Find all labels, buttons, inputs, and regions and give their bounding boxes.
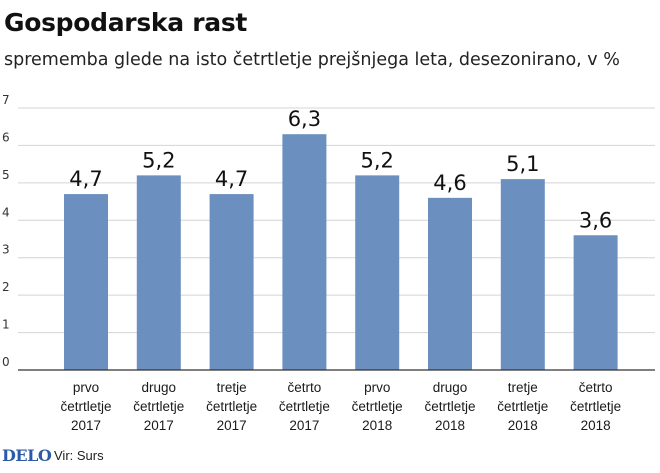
x-tick-label: 2017 [217,418,247,433]
data-label: 5,2 [142,148,175,172]
x-tick-label: prvo [73,380,99,395]
x-tick-label: 2017 [289,418,319,433]
x-tick-label: 2018 [435,418,465,433]
x-tick-label: četrtletje [60,399,111,414]
data-label: 3,6 [579,208,612,232]
x-tick-label: 2017 [144,418,174,433]
delo-logo: DELO [2,446,52,465]
x-tick-label: drugo [433,380,468,395]
data-label: 4,6 [433,171,466,195]
x-tick-label: tretje [508,380,538,395]
data-label: 4,7 [69,167,102,191]
bar [209,194,254,370]
data-label: 6,3 [288,107,321,131]
x-tick-label: četrtletje [206,399,257,414]
x-tick-label: prvo [364,380,390,395]
bar [573,235,618,370]
x-tick-label: četrto [579,380,613,395]
y-tick-label: 2 [2,280,10,294]
y-tick-label: 5 [2,168,10,182]
x-tick-label: 2018 [581,418,611,433]
data-label: 5,2 [360,148,393,172]
y-tick-label: 0 [2,355,10,369]
bar [355,175,400,370]
chart-subtitle: sprememba glede na isto četrtletje prejš… [4,50,620,70]
source-note: Vir: Surs [54,448,104,463]
x-tick-label: četrtletje [352,399,403,414]
data-label: 4,7 [215,167,248,191]
bar [500,179,545,370]
x-tick-label: 2018 [362,418,392,433]
x-tick-label: 2018 [508,418,538,433]
x-tick-label: četrtletje [279,399,330,414]
bar [136,175,181,370]
x-tick-label: četrtletje [497,399,548,414]
y-tick-label: 1 [2,318,10,332]
x-tick-label: četrto [288,380,322,395]
x-tick-label: 2017 [71,418,101,433]
x-tick-label: drugo [142,380,177,395]
x-tick-label: tretje [217,380,247,395]
x-tick-label: četrtletje [424,399,475,414]
y-tick-label: 6 [2,130,10,144]
x-tick-label: četrtletje [570,399,621,414]
chart-title: Gospodarska rast [4,8,248,37]
bar [282,134,327,370]
y-tick-label: 4 [2,205,10,219]
y-tick-label: 3 [2,243,10,257]
bar [64,194,108,370]
y-tick-label: 7 [2,93,10,107]
data-label: 5,1 [506,152,539,176]
bar [428,197,472,370]
x-tick-label: četrtletje [133,399,184,414]
